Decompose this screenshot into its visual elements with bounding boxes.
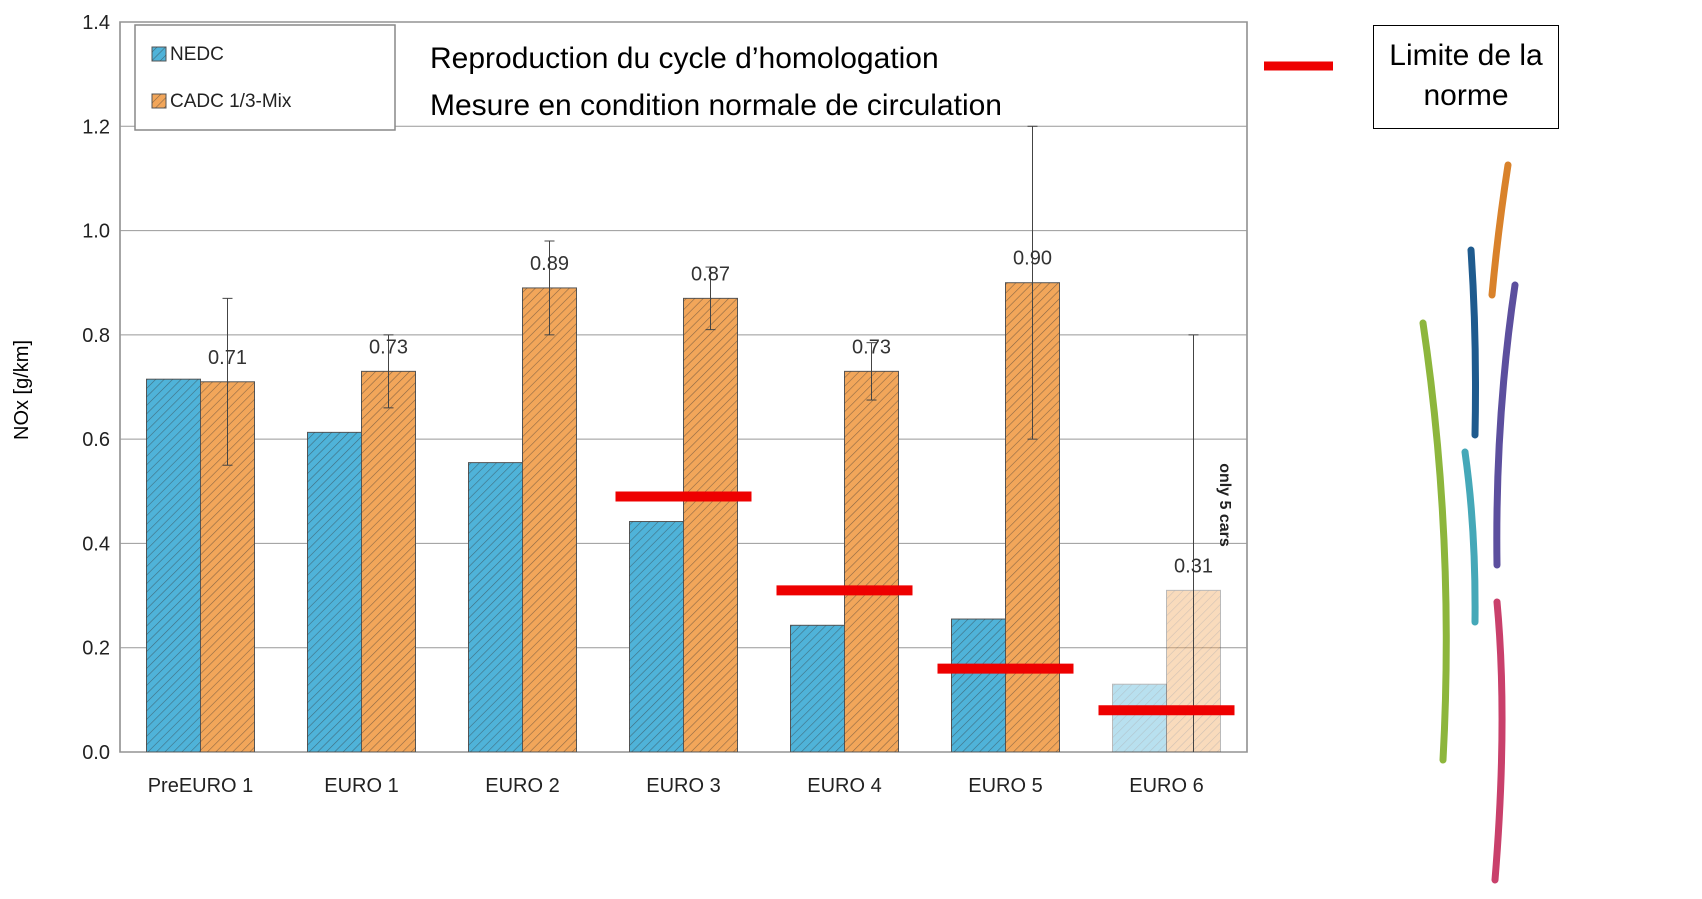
x-tick-label: EURO 3 (646, 775, 720, 797)
annotation: Mesure en condition normale de circulati… (430, 89, 1002, 122)
chart: NOx [g/km] 0.0 0.2 0.4 0.6 0.8 1.0 1.2 1.4 PreEU… (0, 0, 1702, 899)
bar-hatch (630, 522, 684, 752)
value-label: 0.73 (369, 336, 408, 358)
x-tick-label: EURO 6 (1129, 775, 1203, 797)
x-tick-label: PreEURO 1 (148, 775, 254, 797)
bar-hatch (469, 463, 523, 752)
x-tick-label: EURO 5 (968, 775, 1042, 797)
decoration (1423, 165, 1515, 880)
bar-group (1113, 684, 1167, 752)
bar-group (845, 371, 899, 752)
value-label: 0.90 (1013, 248, 1052, 270)
bar-hatch (791, 625, 845, 752)
bar-group (469, 463, 523, 752)
annotation: only 5 cars (1216, 463, 1233, 547)
bar-group (952, 619, 1006, 752)
legend-label: NEDC (170, 44, 224, 65)
legend-label: CADC 1/3-Mix (170, 91, 292, 112)
y-tick-label: 0.0 (82, 742, 110, 764)
legend-box (135, 25, 395, 130)
limit-legend-label: Limite de la norme (1389, 39, 1542, 112)
value-label: 0.71 (208, 347, 247, 369)
annotation: Reproduction du cycle d’homologation (430, 42, 939, 75)
bar-hatch (845, 371, 899, 752)
value-label: 0.87 (691, 263, 730, 285)
bar-group (684, 298, 738, 752)
bar-hatch (684, 298, 738, 752)
bar-hatch (523, 288, 577, 752)
page: NOx [g/km] 0.0 0.2 0.4 0.6 0.8 1.0 1.2 1.4 PreEU… (0, 0, 1702, 899)
y-axis-label: NOx [g/km] (11, 340, 33, 440)
y-tick-label: 0.4 (82, 533, 110, 555)
x-tick-label: EURO 1 (324, 775, 398, 797)
bar-group (147, 379, 201, 752)
bar-hatch (952, 619, 1006, 752)
legend-swatch-hatch (152, 94, 166, 108)
y-tick-label: 0.8 (82, 325, 110, 347)
bar-hatch (1113, 684, 1167, 752)
value-label: 0.73 (852, 336, 891, 358)
value-label: 0.89 (530, 253, 569, 275)
value-label: 0.31 (1174, 555, 1213, 577)
x-tick-label: EURO 2 (485, 775, 559, 797)
bar-group (630, 522, 684, 752)
bar-hatch (308, 432, 362, 752)
bar-group (362, 371, 416, 752)
y-tick-label: 0.6 (82, 429, 110, 451)
bar-group (523, 288, 577, 752)
y-tick-label: 1.0 (82, 221, 110, 243)
bar-hatch (362, 371, 416, 752)
y-tick-label: 0.2 (82, 638, 110, 660)
legend-swatch-hatch (152, 47, 166, 61)
bar-group (791, 625, 845, 752)
limit-legend: Limite de la norme (1373, 25, 1559, 129)
y-tick-label: 1.2 (82, 116, 110, 138)
x-tick-label: EURO 4 (807, 775, 881, 797)
y-tick-label: 1.4 (82, 12, 110, 34)
bar-hatch (147, 379, 201, 752)
bar-group (308, 432, 362, 752)
